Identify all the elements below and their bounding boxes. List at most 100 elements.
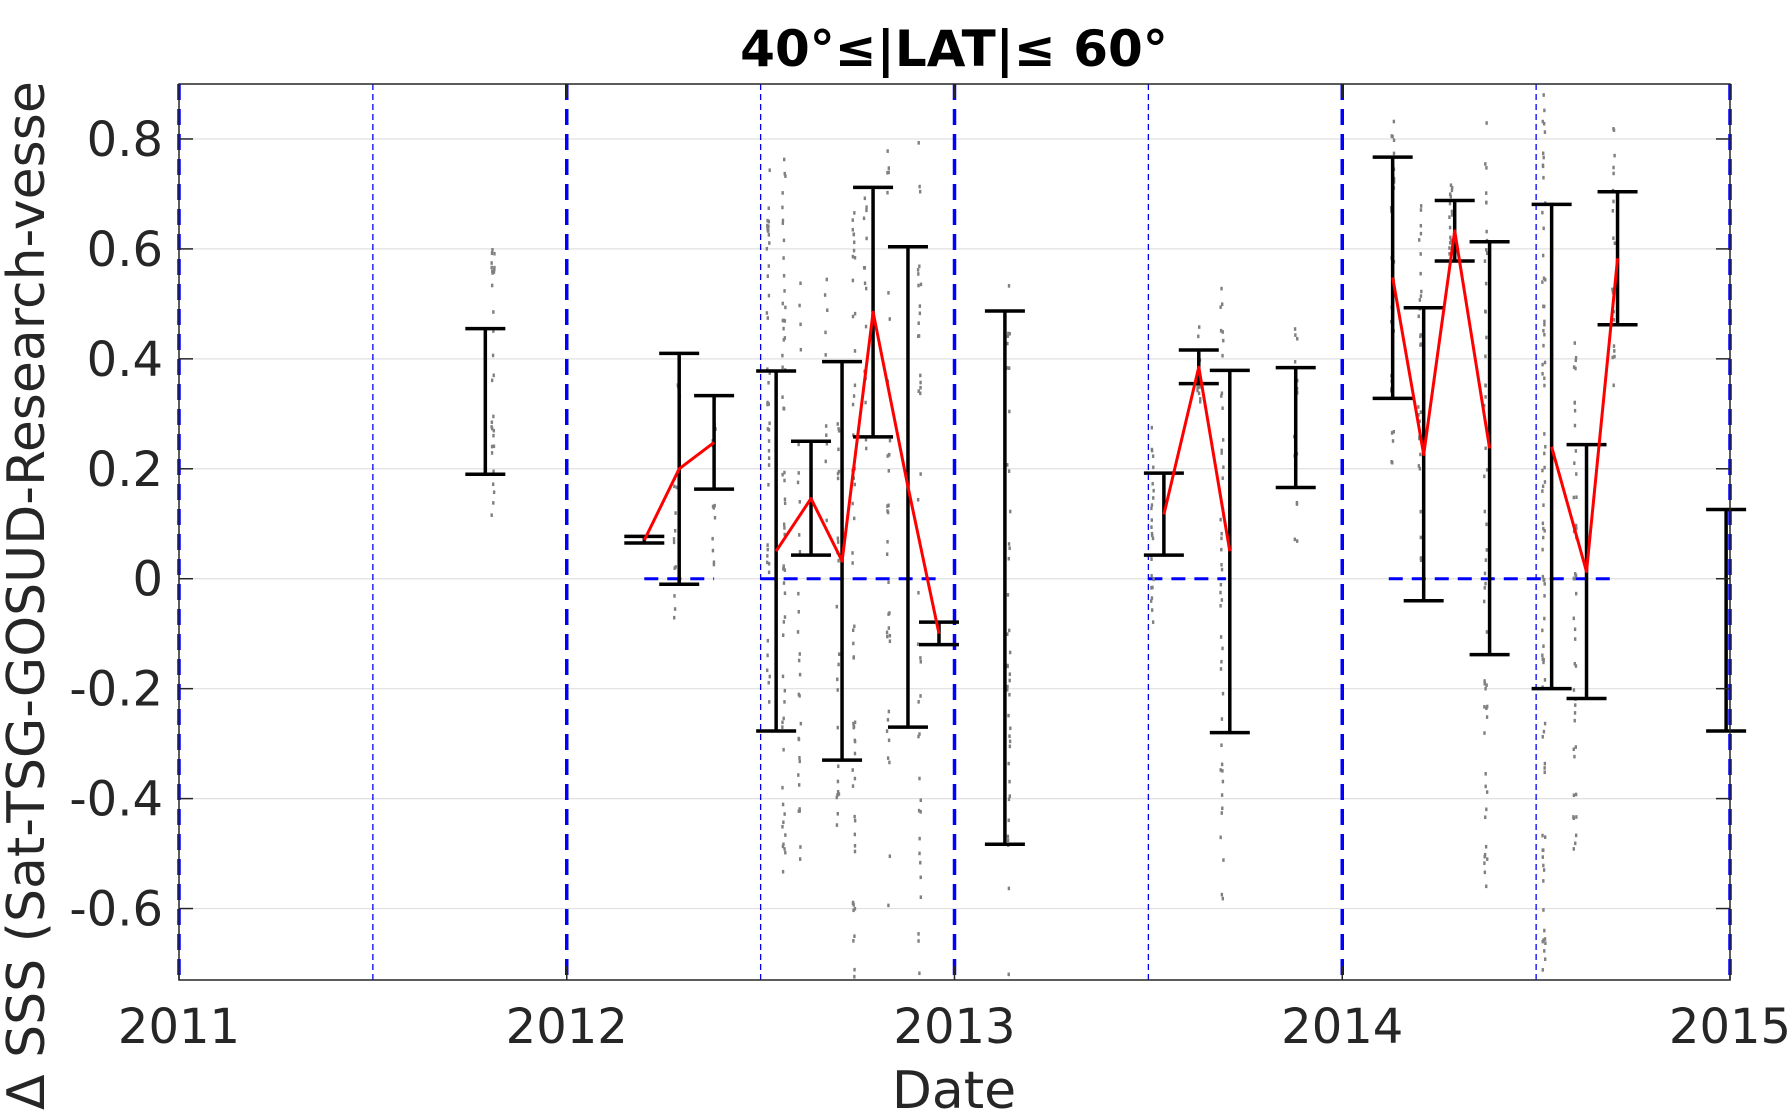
- scatter-point: [799, 721, 803, 726]
- scatter-point: [1222, 858, 1225, 862]
- scatter-point: [1574, 745, 1578, 749]
- scatter-point: [1541, 372, 1544, 376]
- scatter-point: [1574, 449, 1578, 453]
- scatter-point: [1573, 627, 1577, 632]
- scatter-point: [1485, 790, 1489, 794]
- scatter-point: [1574, 573, 1578, 578]
- scatter-point: [1007, 713, 1010, 718]
- scatter-point: [1542, 121, 1546, 126]
- scatter-point: [1221, 353, 1224, 358]
- scatter-point: [1006, 834, 1010, 839]
- scatter-point: [1007, 886, 1011, 891]
- scatter-point: [768, 700, 771, 704]
- scatter-point: [491, 353, 495, 358]
- scatter-point: [1219, 582, 1223, 587]
- y-tick-label: 0: [132, 552, 163, 608]
- scatter-point: [1220, 793, 1224, 797]
- scatter-point: [782, 406, 786, 411]
- scatter-point: [781, 218, 785, 223]
- scatter-point: [1006, 684, 1009, 689]
- scatter-point: [1542, 535, 1545, 540]
- scatter-point: [1483, 852, 1487, 857]
- x-axis-label: Date: [892, 1061, 1016, 1112]
- scatter-point: [1612, 165, 1615, 170]
- scatter-point: [1572, 815, 1575, 819]
- scatter-point: [1572, 793, 1576, 798]
- scatter-point: [767, 206, 770, 210]
- scatter-point: [1150, 531, 1154, 536]
- scatter-point: [1006, 838, 1010, 843]
- scatter-point: [1392, 151, 1396, 156]
- scatter-point: [825, 518, 828, 523]
- scatter-point: [711, 548, 715, 553]
- scatter-point: [1541, 628, 1544, 633]
- scatter-point: [1543, 383, 1546, 388]
- scatter-point: [1485, 548, 1488, 552]
- scatter-point: [490, 283, 494, 288]
- scatter-point: [865, 205, 868, 209]
- scatter-point: [1418, 419, 1421, 424]
- scatter-point: [781, 353, 784, 358]
- scatter-point: [1574, 355, 1578, 360]
- scatter-point: [713, 515, 717, 520]
- scatter-point: [917, 590, 920, 595]
- scatter-point: [836, 793, 839, 797]
- scatter-point: [919, 798, 922, 803]
- scatter-point: [1419, 452, 1422, 457]
- scatter-point: [851, 561, 854, 565]
- scatter-point: [918, 971, 921, 976]
- scatter-point: [782, 338, 786, 342]
- scatter-point: [919, 875, 922, 880]
- scatter-point: [1418, 466, 1422, 471]
- scatter-point: [711, 536, 714, 541]
- scatter-point: [490, 378, 494, 383]
- scatter-point: [781, 395, 784, 399]
- scatter-point: [783, 688, 787, 693]
- scatter-point: [797, 773, 800, 777]
- scatter-point: [1007, 331, 1010, 336]
- scatter-point: [1008, 734, 1011, 738]
- scatter-point: [767, 561, 771, 566]
- scatter-point: [1198, 325, 1201, 329]
- scatter-point: [1612, 236, 1615, 240]
- scatter-point: [783, 526, 786, 530]
- scatter-point: [1197, 334, 1200, 339]
- scatter-point: [886, 510, 890, 515]
- scatter-point: [768, 421, 771, 426]
- scatter-point: [1483, 599, 1486, 604]
- scatter-point: [1543, 577, 1546, 582]
- scatter-point: [1575, 495, 1578, 500]
- scatter-point: [674, 511, 677, 515]
- y-tick-label: -0.6: [69, 882, 163, 938]
- scatter-point: [1612, 317, 1616, 322]
- scatter-point: [887, 452, 891, 457]
- scatter-point: [766, 543, 769, 547]
- scatter-point: [1418, 238, 1421, 242]
- scatter-point: [1573, 711, 1577, 715]
- scatter-point: [768, 371, 771, 375]
- scatter-point: [492, 428, 495, 433]
- scatter-point: [853, 934, 856, 938]
- scatter-point: [1390, 459, 1393, 464]
- scatter-point: [916, 334, 920, 339]
- scatter-point: [885, 552, 889, 557]
- scatter-point: [1485, 807, 1488, 812]
- scatter-point: [1219, 517, 1222, 522]
- scatter-point: [837, 558, 840, 563]
- scatter-point: [1221, 806, 1224, 811]
- scatter-point: [1543, 761, 1547, 766]
- scatter-point: [799, 845, 802, 849]
- scatter-point: [782, 620, 786, 624]
- scatter-point: [1483, 861, 1486, 865]
- mean-series-line: [774, 310, 941, 635]
- scatter-point: [1221, 691, 1225, 696]
- chart-title: 40°≤|LAT|≤ 60°: [740, 20, 1168, 78]
- scatter-point: [1485, 121, 1488, 125]
- scatter-point: [1448, 215, 1451, 219]
- scatter-point: [1541, 484, 1545, 489]
- scatter-point: [1484, 581, 1487, 586]
- scatter-point: [783, 470, 786, 475]
- scatter-point: [917, 932, 920, 936]
- scatter-point: [888, 611, 891, 615]
- scatter-point: [782, 820, 785, 825]
